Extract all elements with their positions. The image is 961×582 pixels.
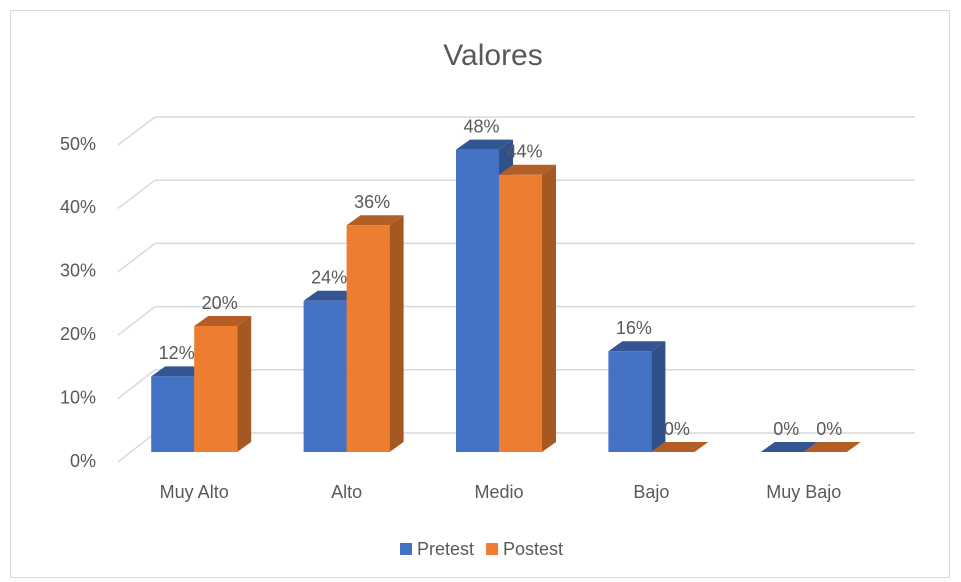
bar-top [456,139,513,150]
grid-line [117,242,915,273]
bar [151,376,195,452]
x-tick-label: Bajo [633,482,669,502]
grid-line [117,179,915,209]
value-label: 0% [773,419,799,439]
legend-swatch [486,543,499,555]
bar-side [389,215,404,452]
bar [499,174,542,453]
legend-label: Pretest [417,539,474,559]
bar-top [760,442,818,452]
value-label: 44% [506,142,542,162]
x-tick-label: Medio [474,482,523,502]
bar-top [151,366,209,377]
y-tick-label: 0% [70,451,96,471]
x-tick-label: Muy Alto [160,482,229,502]
bar [303,300,347,452]
y-tick-label: 10% [60,387,96,407]
value-label: 0% [664,419,690,439]
value-label: 12% [159,343,195,363]
bar-side [542,164,556,453]
x-tick-label: Alto [331,482,362,502]
bar-top [608,341,666,352]
grid-line [117,116,915,146]
bar [346,225,390,452]
legend-label: Postest [503,539,563,559]
bar [456,149,499,452]
bar-side [237,316,252,452]
bar-top [346,215,404,226]
value-label: 0% [816,419,842,439]
bar-top [499,164,556,175]
bar [194,326,238,452]
value-label: 48% [463,116,499,136]
bar-top [303,290,361,301]
bar [608,351,652,452]
y-tick-label: 40% [60,197,96,217]
value-label: 24% [311,268,347,288]
bar-top [194,316,252,326]
bar-side [651,341,666,452]
bar-top [651,442,709,452]
y-tick-label: 20% [60,324,96,344]
grid-line [117,305,915,336]
legend-swatch [400,543,412,555]
value-label: 20% [202,293,238,313]
x-tick-label: Muy Bajo [766,482,841,502]
value-label: 36% [354,192,390,212]
value-label: 16% [616,318,652,338]
bar-top [803,442,861,452]
chart-title: Valores [443,39,543,72]
y-tick-label: 30% [60,261,96,281]
y-tick-label: 50% [60,134,96,154]
